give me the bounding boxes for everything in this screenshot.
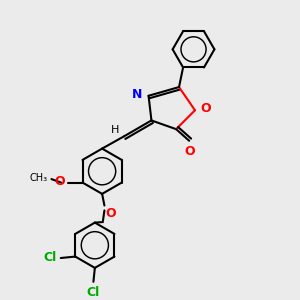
Text: N: N [132,88,142,101]
Text: O: O [201,102,212,115]
Text: Cl: Cl [43,251,56,264]
Text: O: O [105,207,116,220]
Text: O: O [54,176,64,188]
Text: Cl: Cl [86,286,99,299]
Text: O: O [184,145,195,158]
Text: CH₃: CH₃ [30,172,48,183]
Text: H: H [110,125,119,135]
